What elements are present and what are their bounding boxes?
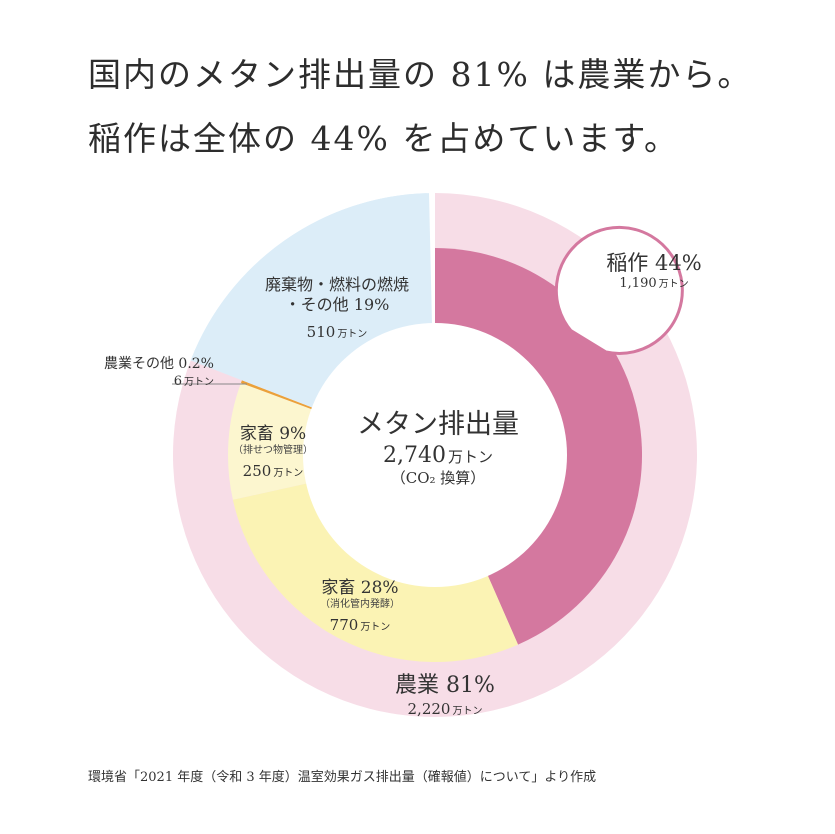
label-waste: 廃棄物・燃料の燃焼 ・その他 19% 510 万トン: [232, 275, 442, 342]
agri-other-amount: 6: [173, 373, 182, 389]
waste-amount-row: 510 万トン: [232, 323, 442, 342]
headline-line2: 稲作は全体の 44% を占めています。: [88, 119, 680, 158]
source-note: 環境省「2021 年度（令和 3 年度）温室効果ガス排出量（確報値）について」よ…: [88, 770, 597, 785]
agriculture-amount-row: 2,220 万トン: [360, 700, 530, 719]
enteric-sub: （消化管内発酵）: [320, 599, 400, 611]
label-agriculture: 農業 81% 2,220 万トン: [360, 672, 530, 718]
label-rice: 稲作 44% 1,190 万トン: [584, 250, 724, 293]
enteric-unit: 万トン: [360, 621, 391, 633]
label-agri-other: 農業その他 0.2% 6 万トン: [86, 356, 214, 390]
agri-other-unit: 万トン: [184, 376, 214, 388]
waste-unit: 万トン: [337, 329, 368, 340]
agri-other-amount-row: 6 万トン: [86, 374, 214, 390]
label-manure: 家畜 9% （排せつ物管理） 250 万トン: [218, 424, 328, 481]
headline-line1: 国内のメタン排出量の 81% は農業から。: [88, 55, 753, 94]
enteric-amount-row: 770 万トン: [285, 616, 435, 635]
center-title: メタン排出量: [357, 409, 519, 440]
rice-amount-row: 1,190 万トン: [584, 276, 724, 292]
center-total-row: 2,740 万トン: [318, 442, 558, 470]
agriculture-amount: 2,220: [407, 699, 451, 718]
agri-other-name: 農業その他 0.2%: [103, 356, 214, 372]
rice-amount: 1,190: [619, 276, 657, 292]
center-note: （CO₂ 換算）: [390, 469, 486, 488]
manure-name: 家畜 9%: [239, 424, 307, 444]
manure-sub: （排せつ物管理）: [233, 445, 313, 457]
manure-unit: 万トン: [273, 467, 304, 479]
center-unit: 万トン: [447, 447, 493, 466]
agriculture-name: 農業 81%: [395, 673, 495, 698]
center-total: 2,740: [383, 442, 446, 468]
manure-amount-row: 250 万トン: [218, 462, 328, 481]
center-label: メタン排出量 2,740 万トン （CO₂ 換算）: [318, 408, 558, 488]
waste-line2: ・その他 19%: [284, 295, 390, 314]
enteric-amount: 770: [329, 615, 359, 634]
rice-unit: 万トン: [658, 279, 689, 291]
label-enteric: 家畜 28% （消化管内発酵） 770 万トン: [285, 578, 435, 635]
rice-name: 稲作 44%: [606, 251, 702, 275]
waste-amount: 510: [306, 323, 336, 341]
agriculture-unit: 万トン: [452, 705, 483, 717]
center-hole: [303, 323, 567, 587]
rice-callout-bubble: [554, 225, 684, 355]
enteric-name: 家畜 28%: [321, 578, 399, 598]
manure-amount: 250: [242, 461, 272, 480]
waste-line1: 廃棄物・燃料の燃焼: [264, 275, 409, 294]
